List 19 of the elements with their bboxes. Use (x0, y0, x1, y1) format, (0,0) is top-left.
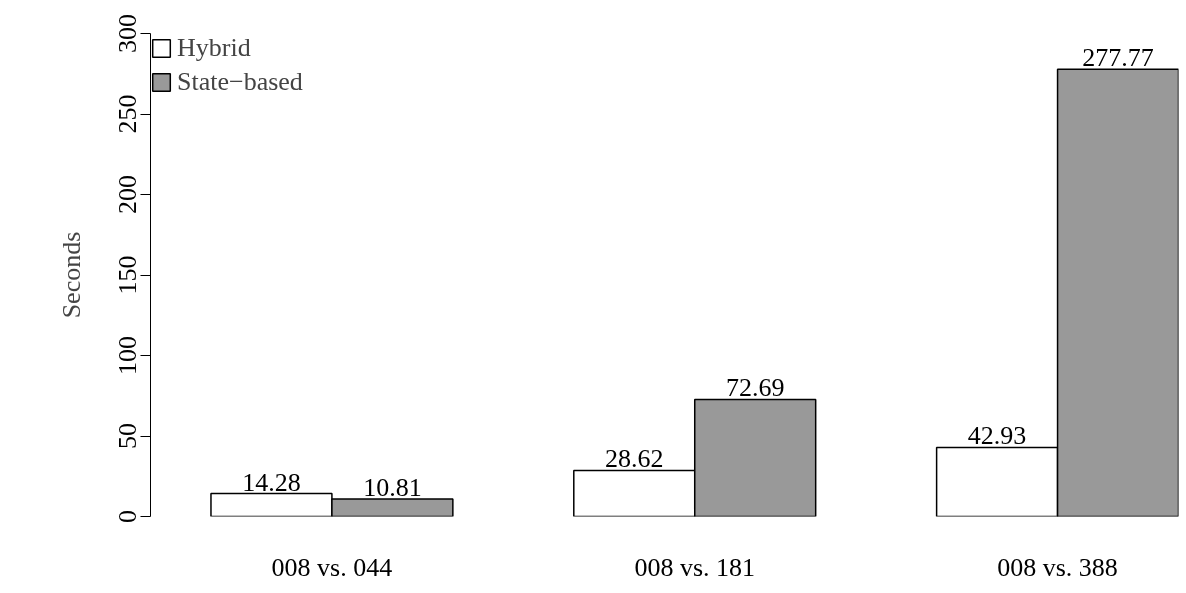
data-label: 28.62 (605, 444, 664, 474)
y-tick-label: 0 (112, 510, 142, 523)
y-tick-label: 200 (112, 175, 142, 214)
data-label: 72.69 (725, 373, 785, 403)
data-label: 42.93 (967, 421, 1027, 451)
y-tick-label: 100 (112, 336, 142, 375)
y-tick-label: 250 (112, 94, 142, 134)
data-label: 14.28 (242, 467, 301, 497)
x-tick-label: 008 vs. 181 (634, 552, 756, 582)
y-tick-label: 300 (112, 14, 142, 53)
x-tick-label: 008 vs. 388 (997, 552, 1118, 582)
y-tick-label: 50 (112, 423, 142, 449)
data-label: 277.77 (1082, 43, 1154, 73)
legend-label: State−based (177, 67, 303, 97)
legend-label: Hybrid (177, 33, 251, 63)
x-tick-label: 008 vs. 044 (271, 552, 393, 582)
y-tick-label: 150 (112, 255, 142, 295)
y-axis-title: Seconds (56, 231, 86, 319)
data-label: 10.81 (363, 473, 422, 503)
